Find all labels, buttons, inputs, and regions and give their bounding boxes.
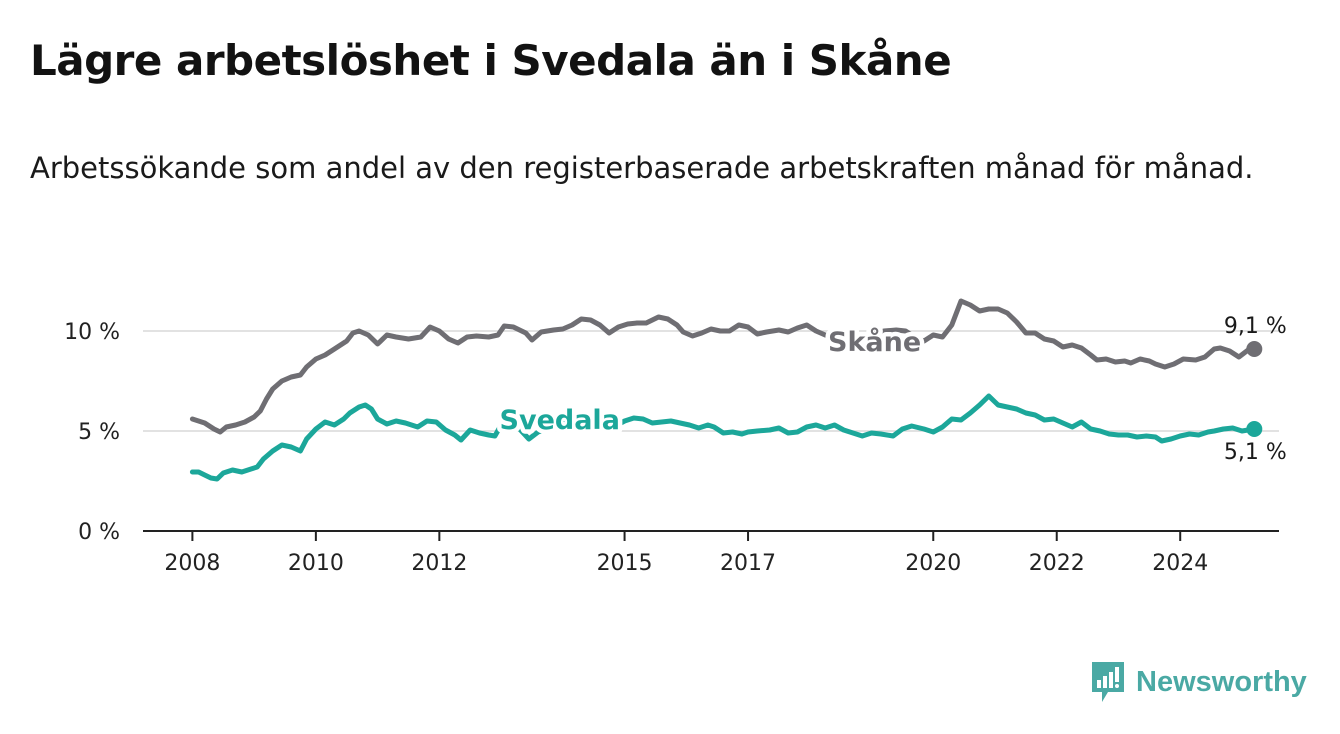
newsworthy-logo-icon [1092,662,1124,702]
x-axis [143,530,1279,541]
end-marker-skane [1246,341,1263,357]
brand-name: Newsworthy [1136,665,1307,698]
end-value-label: 9,1 % [1224,314,1287,339]
end-value-label: 5,1 % [1224,440,1287,465]
series-label-skne: Skåne [828,326,921,358]
x-tick-label: 2015 [597,551,653,576]
series-line-skne [189,298,1257,435]
x-tick-label: 2012 [411,551,467,576]
series-lines [189,298,1263,482]
x-tick-label: 2010 [288,551,344,576]
chart-subtitle: Arbetssökande som andel av den registerb… [30,151,1254,185]
y-tick-label: 0 % [78,520,120,545]
x-tick-label: 2022 [1029,551,1085,576]
x-tick-label: 2017 [720,551,776,576]
x-tick-label: 2020 [905,551,961,576]
end-marker-svedala [1246,421,1263,437]
x-tick-label: 2008 [164,551,220,576]
series-line-svedala [189,393,1257,482]
y-tick-label: 5 % [78,420,120,445]
labels: 0 % 5 % 10 % 2008 2010 2012 2015 2017 2020 2022 20… [64,314,1287,576]
x-tick-label: 2024 [1152,551,1208,576]
newsworthy-logo[interactable]: Newsworthy [1090,660,1307,704]
grid-lines [143,330,1279,432]
series-label-svedala: Svedala [500,405,620,436]
chart-title: Lägre arbetslöshet i Svedala än i Skåne [30,36,952,85]
y-tick-label: 10 % [64,320,120,345]
